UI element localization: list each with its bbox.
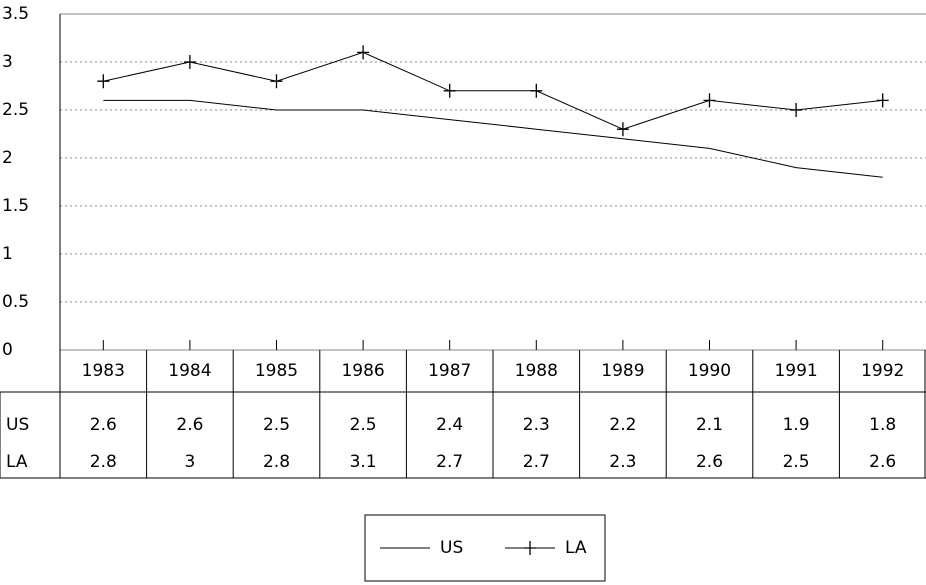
- table-cell: 2.2: [609, 415, 636, 435]
- x-tick-label: 1983: [82, 361, 125, 381]
- marker: [443, 83, 456, 98]
- legend-label: LA: [565, 538, 587, 558]
- table-cell: 2.5: [783, 452, 810, 472]
- table-cell: 1.8: [869, 415, 896, 435]
- table-cell: 1.9: [783, 415, 810, 435]
- x-tick-label: 1987: [428, 361, 471, 381]
- x-tick-label: 1988: [515, 361, 558, 381]
- y-tick-label: 0: [2, 340, 13, 360]
- table-row-label: US: [6, 415, 29, 435]
- marker: [530, 83, 543, 98]
- marker: [876, 93, 889, 108]
- x-tick-label: 1986: [341, 361, 384, 381]
- y-tick-label: 1.5: [2, 196, 29, 216]
- legend-box: [364, 514, 606, 582]
- line-series: [103, 99, 883, 178]
- table-cell: 2.5: [350, 415, 377, 435]
- table-row-label: LA: [6, 452, 28, 472]
- marker: [183, 55, 196, 69]
- marker: [703, 93, 716, 108]
- marker: [790, 103, 803, 117]
- line-series: [103, 51, 883, 130]
- table-cell: 2.6: [176, 415, 203, 435]
- y-tick-label: 0.5: [2, 292, 29, 312]
- x-tick-label: 1989: [601, 361, 644, 381]
- y-tick-label: 2.5: [2, 100, 29, 120]
- table-cell: 2.4: [436, 415, 463, 435]
- x-tick-label: 1991: [774, 361, 817, 381]
- table-cell: 3: [184, 452, 195, 472]
- x-tick-label: 1990: [688, 361, 731, 381]
- table-cell: 2.7: [436, 452, 463, 472]
- x-tick-label: 1992: [861, 361, 904, 381]
- table-cell: 2.6: [696, 452, 723, 472]
- legend-marker: [524, 541, 536, 555]
- marker: [357, 45, 370, 60]
- table-cell: 2.6: [869, 452, 896, 472]
- table-cell: 3.1: [350, 452, 377, 472]
- table-cell: 2.3: [609, 452, 636, 472]
- x-tick-label: 1984: [168, 361, 211, 381]
- table-cell: 2.7: [523, 452, 550, 472]
- table-cell: 2.6: [90, 415, 117, 435]
- y-tick-label: 3: [2, 52, 13, 72]
- y-tick-label: 2: [2, 148, 13, 168]
- y-tick-label: 1: [2, 244, 13, 264]
- legend-label: US: [440, 538, 463, 558]
- marker: [97, 74, 110, 89]
- marker: [270, 74, 283, 89]
- x-tick-label: 1985: [255, 361, 298, 381]
- table-cell: 2.8: [263, 452, 290, 472]
- table-cell: 2.5: [263, 415, 290, 435]
- marker: [616, 122, 629, 137]
- table-cell: 2.8: [90, 452, 117, 472]
- table-cell: 2.3: [523, 415, 550, 435]
- y-tick-label: 3.5: [2, 4, 29, 24]
- table-cell: 2.1: [696, 415, 723, 435]
